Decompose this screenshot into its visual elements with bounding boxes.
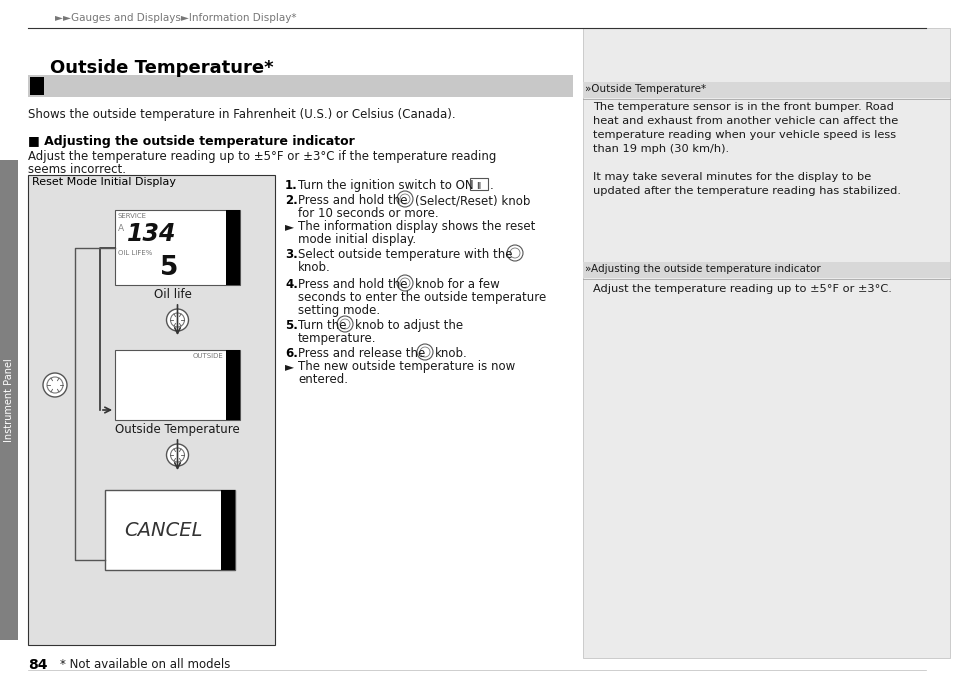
Bar: [115, 210, 240, 285]
Bar: [582, 82, 949, 98]
Circle shape: [167, 309, 189, 331]
Text: 5.: 5.: [285, 319, 297, 332]
Circle shape: [167, 444, 189, 466]
Circle shape: [396, 191, 413, 207]
Text: mode initial display.: mode initial display.: [297, 233, 416, 246]
Bar: [30, 77, 44, 95]
Bar: [226, 210, 240, 285]
Text: Adjust the temperature reading up to ±5°F or ±3°C if the temperature reading: Adjust the temperature reading up to ±5°…: [28, 150, 496, 163]
Text: Press and release the: Press and release the: [297, 347, 425, 360]
Text: ►: ►: [285, 220, 294, 233]
Text: II: II: [476, 182, 481, 191]
Text: entered.: entered.: [297, 373, 348, 386]
Text: 2.: 2.: [285, 194, 297, 207]
Text: OIL LIFE%: OIL LIFE%: [118, 250, 152, 256]
Text: Press and hold the: Press and hold the: [297, 278, 407, 291]
Text: »Adjusting the outside temperature indicator: »Adjusting the outside temperature indic…: [584, 264, 820, 274]
Text: OUTSIDE: OUTSIDE: [193, 353, 223, 359]
Text: .: .: [490, 179, 494, 192]
Text: 134: 134: [127, 222, 176, 246]
Bar: [28, 175, 274, 645]
Text: temperature.: temperature.: [297, 332, 376, 345]
Text: Press and hold the: Press and hold the: [297, 194, 407, 207]
Text: seconds to enter the outside temperature: seconds to enter the outside temperature: [297, 291, 546, 304]
Bar: [0, 160, 18, 640]
Text: The temperature sensor is in the front bumper. Road: The temperature sensor is in the front b…: [593, 102, 893, 112]
Text: Outside Temperature: Outside Temperature: [115, 423, 239, 436]
Circle shape: [336, 316, 353, 332]
Text: ►: ►: [285, 360, 294, 373]
Text: Shows the outside temperature in Fahrenheit (U.S.) or Celsius (Canada).: Shows the outside temperature in Fahrenh…: [28, 108, 456, 121]
Text: CANCEL: CANCEL: [124, 520, 202, 539]
Bar: [28, 75, 573, 97]
Text: for 10 seconds or more.: for 10 seconds or more.: [297, 207, 438, 220]
Text: 3.: 3.: [285, 248, 297, 261]
Text: 1.: 1.: [285, 179, 297, 192]
Bar: [105, 490, 234, 570]
Bar: [115, 350, 240, 420]
Bar: [470, 178, 488, 190]
Text: »Outside Temperature*: »Outside Temperature*: [584, 84, 705, 94]
Text: heat and exhaust from another vehicle can affect the: heat and exhaust from another vehicle ca…: [593, 116, 898, 126]
Text: than 19 mph (30 km/h).: than 19 mph (30 km/h).: [593, 144, 728, 154]
Bar: [582, 28, 949, 658]
Text: 6.: 6.: [285, 347, 297, 360]
Bar: [226, 350, 240, 420]
Circle shape: [43, 373, 67, 397]
Text: Oil life: Oil life: [153, 288, 192, 301]
Text: Outside Temperature*: Outside Temperature*: [50, 59, 274, 77]
Text: * Not available on all models: * Not available on all models: [60, 658, 230, 671]
Text: Reset Mode Initial Display: Reset Mode Initial Display: [32, 177, 175, 187]
Text: 4.: 4.: [285, 278, 297, 291]
Text: 84: 84: [28, 658, 48, 672]
Text: 5: 5: [160, 255, 178, 281]
Text: seems incorrect.: seems incorrect.: [28, 163, 126, 176]
Text: (Select/Reset) knob: (Select/Reset) knob: [415, 194, 530, 207]
Text: ►►Gauges and Displays►Information Display*: ►►Gauges and Displays►Information Displa…: [55, 13, 296, 23]
Text: knob to adjust the: knob to adjust the: [355, 319, 462, 332]
Text: ■ Adjusting the outside temperature indicator: ■ Adjusting the outside temperature indi…: [28, 135, 355, 148]
Text: knob for a few: knob for a few: [415, 278, 499, 291]
Text: updated after the temperature reading has stabilized.: updated after the temperature reading ha…: [593, 186, 900, 196]
Text: knob.: knob.: [435, 347, 467, 360]
Text: The information display shows the reset: The information display shows the reset: [297, 220, 535, 233]
Text: Adjust the temperature reading up to ±5°F or ±3°C.: Adjust the temperature reading up to ±5°…: [593, 284, 891, 294]
Bar: [221, 490, 234, 570]
Circle shape: [416, 344, 433, 360]
Text: A: A: [118, 224, 124, 233]
Text: Turn the ignition switch to ON: Turn the ignition switch to ON: [297, 179, 473, 192]
Text: Select outside temperature with the: Select outside temperature with the: [297, 248, 512, 261]
Text: setting mode.: setting mode.: [297, 304, 379, 317]
Circle shape: [396, 275, 413, 291]
Text: Turn the: Turn the: [297, 319, 346, 332]
Text: knob.: knob.: [297, 261, 331, 274]
Circle shape: [506, 245, 522, 261]
Text: It may take several minutes for the display to be: It may take several minutes for the disp…: [593, 172, 870, 182]
Bar: [582, 262, 949, 278]
Text: The new outside temperature is now: The new outside temperature is now: [297, 360, 515, 373]
Text: SERVICE: SERVICE: [118, 213, 147, 219]
Text: Instrument Panel: Instrument Panel: [4, 358, 14, 442]
Text: temperature reading when your vehicle speed is less: temperature reading when your vehicle sp…: [593, 130, 895, 140]
